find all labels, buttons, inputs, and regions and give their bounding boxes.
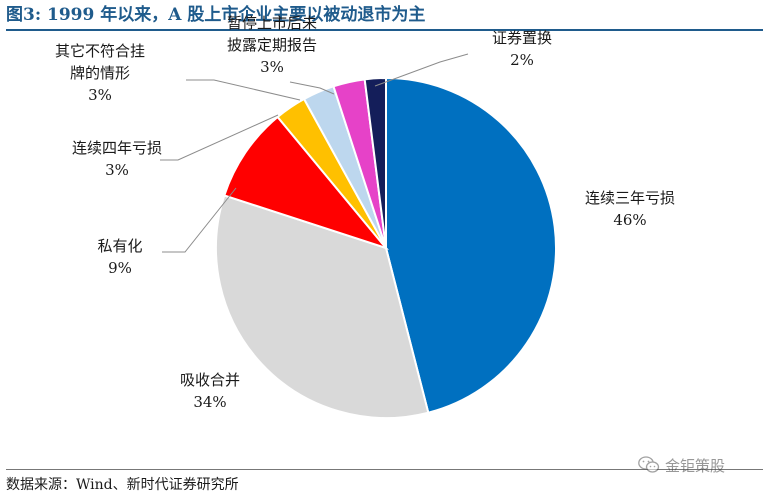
leader-line xyxy=(160,114,279,161)
watermark: 金钜策股 xyxy=(638,455,725,475)
slice-label: 连续四年亏损 3% xyxy=(72,139,162,179)
pie-slices xyxy=(215,76,558,420)
slice-category-label: 连续四年亏损 xyxy=(72,139,162,157)
title-divider xyxy=(6,29,763,31)
slice-category-label: 其它不符合挂 xyxy=(55,42,145,60)
source-divider xyxy=(6,469,763,470)
slice-percent-label: 9% xyxy=(108,259,132,277)
leader-line xyxy=(289,81,335,95)
watermark-text: 金钜策股 xyxy=(665,456,726,475)
pie-slice xyxy=(363,76,387,249)
leader-line xyxy=(186,79,301,101)
slice-label: 证券置换 2% xyxy=(492,29,552,69)
slice-percent-label: 3% xyxy=(105,161,129,179)
slice-percent-label: 46% xyxy=(613,211,646,229)
slice-category-label: 证券置换 xyxy=(492,29,552,47)
slice-percent-label: 34% xyxy=(193,393,226,411)
slice-percent-label: 3% xyxy=(260,58,284,76)
chart-title: 图3: 1999 年以来，A 股上市企业主要以被动退市为主 xyxy=(6,5,426,25)
slice-category-label: 披露定期报告 xyxy=(227,36,317,54)
slice-category-label: 暂停上市后未 xyxy=(227,14,317,32)
pie-slice xyxy=(385,76,558,414)
slice-category-label: 私有化 xyxy=(97,237,142,255)
slice-category-label: 连续三年亏损 xyxy=(585,189,675,207)
slice-label: 连续三年亏损 46% xyxy=(585,189,675,229)
slice-percent-label: 3% xyxy=(88,86,112,104)
slice-label: 吸收合并 34% xyxy=(180,371,240,411)
slice-label: 私有化 9% xyxy=(97,237,142,277)
data-source-note: 数据来源：Wind、新时代证券研究所 xyxy=(6,477,239,493)
wechat-icon xyxy=(638,456,660,473)
pie-slice xyxy=(223,115,389,251)
pie-slice xyxy=(215,194,430,420)
slice-percent-label: 2% xyxy=(510,51,534,69)
leader-lines xyxy=(160,53,469,253)
slice-category-label: 牌的情形 xyxy=(70,64,130,82)
slice-category-label: 吸收合并 xyxy=(180,371,240,389)
leader-line xyxy=(162,187,237,253)
leader-line xyxy=(374,53,469,87)
